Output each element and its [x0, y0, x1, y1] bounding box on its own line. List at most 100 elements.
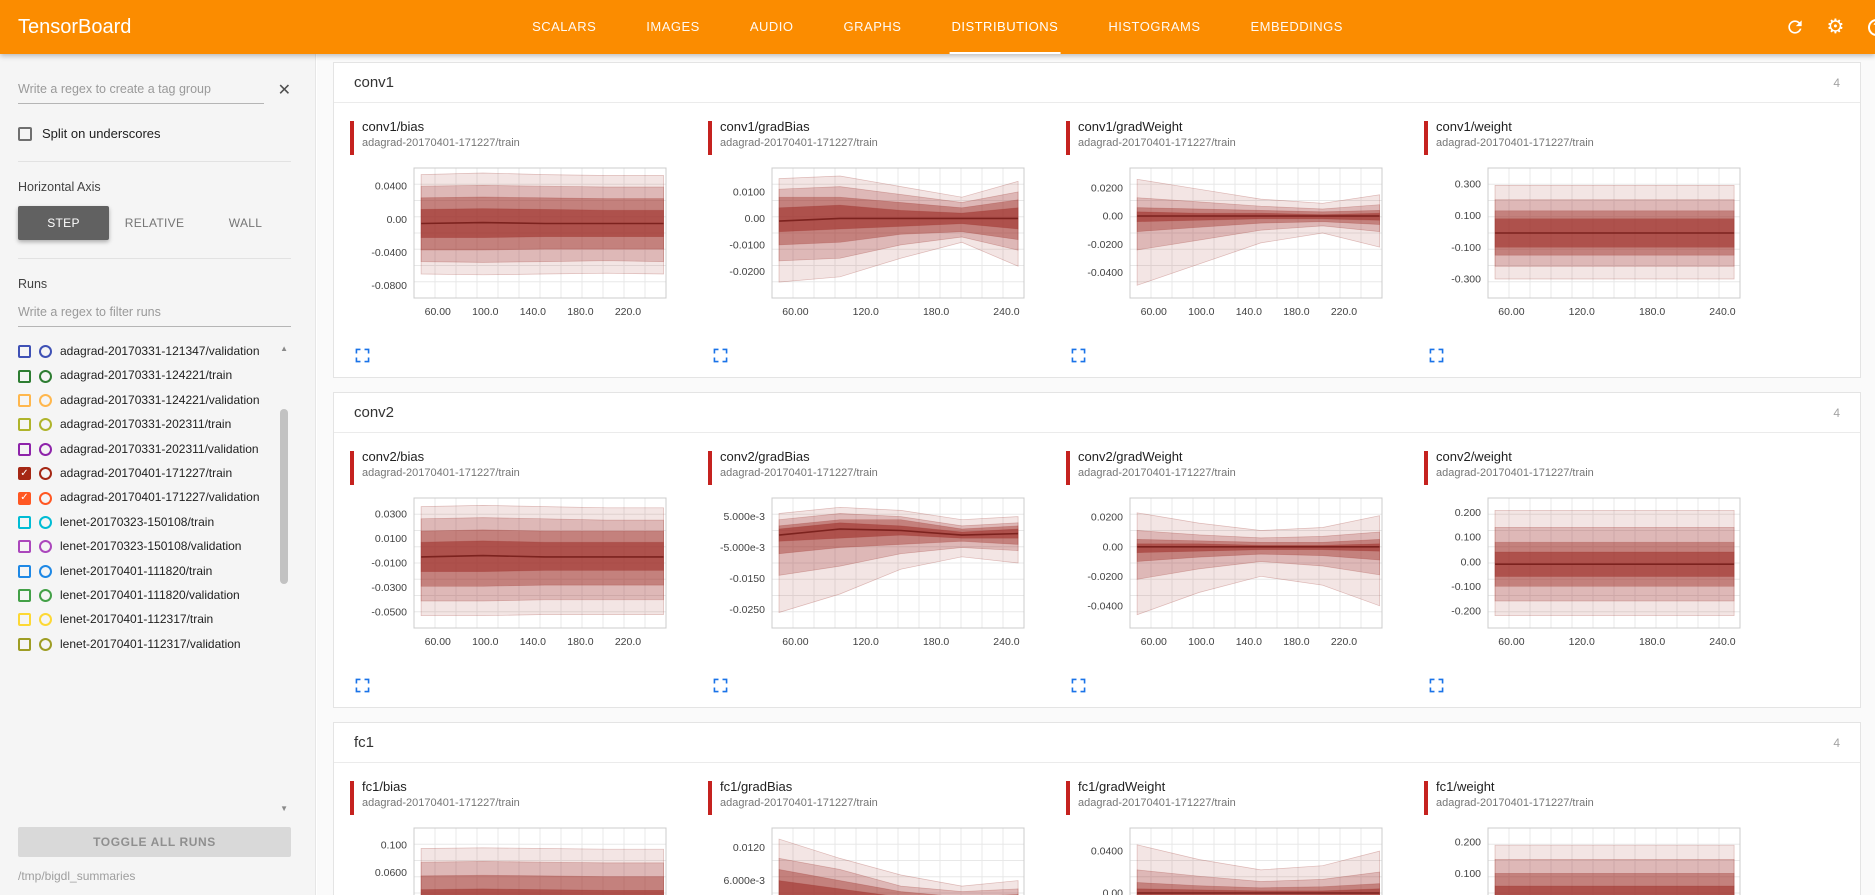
split-underscores-checkbox[interactable] — [18, 126, 32, 141]
section-header[interactable]: conv1 4 — [334, 63, 1860, 103]
run-checkbox[interactable]: ✓ — [18, 467, 31, 481]
close-icon[interactable]: ✕ — [277, 82, 291, 99]
tag-section-fc1: fc1 4 fc1/bias adagrad-20170401-171227/t… — [333, 722, 1861, 895]
run-row[interactable]: lenet-20170401-112317/train — [18, 611, 271, 628]
svg-text:120.0: 120.0 — [1569, 306, 1595, 318]
run-checkbox[interactable] — [18, 393, 31, 407]
run-row[interactable]: adagrad-20170331-124221/train — [18, 367, 271, 384]
run-checkbox[interactable] — [18, 589, 31, 603]
run-color-circle-icon[interactable] — [39, 564, 52, 578]
tab-graphs[interactable]: GRAPHS — [842, 0, 904, 54]
runs-scroll-down-icon[interactable]: ▼ — [280, 804, 288, 813]
run-checkbox[interactable] — [18, 369, 31, 383]
run-checkbox[interactable] — [18, 515, 31, 529]
refresh-icon[interactable] — [1784, 17, 1805, 38]
tab-images[interactable]: IMAGES — [644, 0, 702, 54]
runs-scroll-up-icon[interactable]: ▲ — [280, 344, 288, 353]
run-row[interactable]: lenet-20170323-150108/train — [18, 514, 271, 531]
runs-scrollbar-thumb[interactable] — [280, 409, 288, 584]
settings-icon[interactable]: ⚙ — [1826, 16, 1845, 38]
run-color-bar — [1066, 121, 1070, 155]
run-row[interactable]: lenet-20170401-112317/validation — [18, 636, 271, 653]
expand-chart-button[interactable] — [712, 347, 730, 365]
runs-regex-input[interactable] — [18, 301, 291, 327]
chart-title: fc1/gradWeight — [1078, 779, 1166, 794]
run-row[interactable]: lenet-20170401-111820/validation — [18, 587, 271, 604]
run-checkbox[interactable] — [18, 540, 31, 554]
chart-title: conv2/gradWeight — [1078, 449, 1183, 464]
tab-scalars[interactable]: SCALARS — [530, 0, 598, 54]
expand-chart-button[interactable] — [1070, 347, 1088, 365]
run-color-circle-icon[interactable] — [39, 467, 52, 481]
run-checkbox[interactable] — [18, 418, 31, 432]
run-name: adagrad-20170331-124221/train — [60, 368, 233, 383]
expand-chart-button[interactable] — [354, 347, 372, 365]
chart-card: conv2/gradBias adagrad-20170401-171227/t… — [708, 449, 1056, 695]
chart-head: conv1/weight adagrad-20170401-171227/tra… — [1424, 119, 1772, 155]
run-checkbox[interactable] — [18, 613, 31, 627]
chart-titles: conv2/bias adagrad-20170401-171227/train — [362, 449, 520, 485]
chart-head: fc1/weight adagrad-20170401-171227/train — [1424, 779, 1772, 815]
tab-audio[interactable]: AUDIO — [748, 0, 796, 54]
run-name: adagrad-20170401-171227/validation — [60, 490, 260, 505]
run-color-circle-icon[interactable] — [39, 613, 52, 627]
section-header[interactable]: fc1 4 — [334, 723, 1860, 763]
axis-button-wall[interactable]: WALL — [200, 206, 291, 240]
run-color-circle-icon[interactable] — [39, 442, 52, 456]
tab-embeddings[interactable]: EMBEDDINGS — [1249, 0, 1345, 54]
expand-chart-button[interactable] — [1428, 677, 1446, 695]
chart-card: conv2/weight adagrad-20170401-171227/tra… — [1424, 449, 1772, 695]
svg-text:60.00: 60.00 — [1141, 306, 1167, 318]
tab-histograms[interactable]: HISTOGRAMS — [1106, 0, 1202, 54]
svg-text:120.0: 120.0 — [1569, 636, 1595, 648]
tag-regex-input[interactable] — [18, 78, 264, 104]
run-color-circle-icon[interactable] — [39, 345, 52, 359]
chart-run-label: adagrad-20170401-171227/train — [1436, 797, 1594, 809]
expand-chart-button[interactable] — [1070, 677, 1088, 695]
distribution-chart: 0.0200 0.00 -0.0200 -0.0400 60.00 100.0 140.0 1… — [1087, 167, 1383, 318]
run-row[interactable]: ✓ adagrad-20170401-171227/train — [18, 465, 271, 482]
run-checkbox[interactable]: ✓ — [18, 491, 31, 505]
run-row[interactable]: adagrad-20170331-121347/validation — [18, 343, 271, 360]
run-color-circle-icon[interactable] — [39, 369, 52, 383]
run-row[interactable]: adagrad-20170331-202311/train — [18, 416, 271, 433]
run-name: adagrad-20170331-202311/train — [60, 417, 232, 432]
chart-card: conv2/bias adagrad-20170401-171227/train… — [350, 449, 698, 695]
expand-chart-button[interactable] — [712, 677, 730, 695]
expand-chart-button[interactable] — [354, 677, 372, 695]
run-color-circle-icon[interactable] — [39, 637, 52, 651]
run-row[interactable]: lenet-20170323-150108/validation — [18, 538, 271, 555]
run-color-circle-icon[interactable] — [39, 418, 52, 432]
run-row[interactable]: adagrad-20170331-124221/validation — [18, 392, 271, 409]
svg-text:-0.0800: -0.0800 — [371, 280, 407, 292]
chart-title: fc1/bias — [362, 779, 407, 794]
run-color-circle-icon[interactable] — [39, 491, 52, 505]
run-checkbox[interactable] — [18, 564, 31, 578]
run-row[interactable]: lenet-20170401-111820/train — [18, 563, 271, 580]
run-color-circle-icon[interactable] — [39, 540, 52, 554]
run-color-circle-icon[interactable] — [39, 393, 52, 407]
run-checkbox[interactable] — [18, 442, 31, 456]
header-icons: ⚙ ? — [1784, 17, 1875, 38]
split-underscores-row[interactable]: Split on underscores — [18, 126, 291, 141]
svg-text:220.0: 220.0 — [1331, 636, 1357, 648]
run-checkbox[interactable] — [18, 345, 31, 359]
tab-distributions[interactable]: DISTRIBUTIONS — [949, 0, 1061, 54]
help-icon[interactable]: ? — [1866, 17, 1875, 38]
section-header[interactable]: conv2 4 — [334, 393, 1860, 433]
run-checkbox[interactable] — [18, 637, 31, 651]
toggle-all-runs-button[interactable]: TOGGLE ALL RUNS — [18, 827, 291, 857]
run-color-circle-icon[interactable] — [39, 515, 52, 529]
run-color-circle-icon[interactable] — [39, 589, 52, 603]
svg-text:0.200: 0.200 — [1455, 837, 1481, 849]
svg-text:60.00: 60.00 — [782, 306, 808, 318]
chart-head: conv1/bias adagrad-20170401-171227/train — [350, 119, 698, 155]
chart-title: conv1/gradBias — [720, 119, 810, 134]
svg-text:120.0: 120.0 — [853, 636, 879, 648]
run-row[interactable]: ✓ adagrad-20170401-171227/validation — [18, 489, 271, 506]
svg-text:0.00: 0.00 — [1103, 211, 1124, 223]
run-row[interactable]: adagrad-20170331-202311/validation — [18, 441, 271, 458]
axis-button-step[interactable]: STEP — [18, 206, 109, 240]
axis-button-relative[interactable]: RELATIVE — [109, 206, 200, 240]
expand-chart-button[interactable] — [1428, 347, 1446, 365]
